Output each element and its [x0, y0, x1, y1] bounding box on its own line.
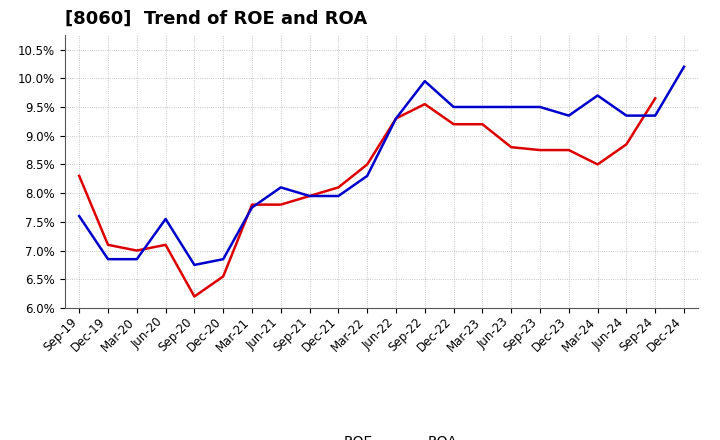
ROE: [564, 147, 573, 153]
ROA: [276, 185, 285, 190]
ROE: [449, 121, 458, 127]
ROA: [651, 113, 660, 118]
ROE: [392, 116, 400, 121]
ROA: [622, 113, 631, 118]
ROA: [507, 104, 516, 110]
ROE: [248, 202, 256, 207]
ROE: [161, 242, 170, 247]
ROA: [420, 78, 429, 84]
ROA: [478, 104, 487, 110]
ROE: [132, 248, 141, 253]
ROA: [161, 216, 170, 222]
Legend: ROE, ROA: ROE, ROA: [301, 429, 462, 440]
ROE: [190, 294, 199, 299]
ROE: [420, 102, 429, 107]
ROA: [190, 262, 199, 268]
ROA: [392, 116, 400, 121]
ROA: [593, 93, 602, 98]
ROE: [622, 142, 631, 147]
ROE: [305, 193, 314, 198]
ROA: [75, 213, 84, 219]
ROA: [363, 173, 372, 179]
ROA: [248, 205, 256, 210]
ROE: [593, 162, 602, 167]
ROE: [104, 242, 112, 247]
ROE: [334, 185, 343, 190]
ROE: [219, 274, 228, 279]
Text: [8060]  Trend of ROE and ROA: [8060] Trend of ROE and ROA: [65, 10, 367, 28]
Line: ROA: ROA: [79, 67, 684, 265]
ROA: [305, 193, 314, 198]
ROA: [564, 113, 573, 118]
ROA: [104, 257, 112, 262]
ROA: [449, 104, 458, 110]
ROE: [75, 173, 84, 179]
ROE: [651, 96, 660, 101]
ROE: [276, 202, 285, 207]
ROA: [680, 64, 688, 70]
ROA: [132, 257, 141, 262]
ROE: [478, 121, 487, 127]
ROA: [536, 104, 544, 110]
ROE: [507, 145, 516, 150]
ROE: [363, 162, 372, 167]
ROA: [334, 193, 343, 198]
ROA: [219, 257, 228, 262]
ROE: [536, 147, 544, 153]
Line: ROE: ROE: [79, 99, 655, 297]
